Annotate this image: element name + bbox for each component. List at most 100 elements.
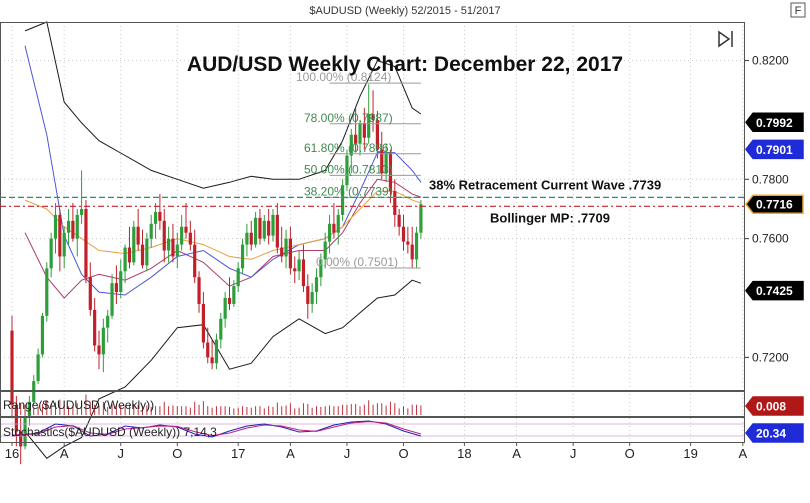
candle bbox=[214, 333, 219, 370]
chart-title: AUD/USD Weekly Chart: December 22, 2017 bbox=[187, 53, 623, 76]
candle bbox=[297, 250, 301, 281]
x-tick-label: J bbox=[118, 446, 125, 461]
candle bbox=[84, 200, 88, 284]
stoch-d-line bbox=[11, 421, 422, 437]
candles-layer bbox=[10, 84, 423, 465]
candle bbox=[345, 149, 349, 192]
candle-body bbox=[45, 268, 49, 316]
play-end-icon[interactable] bbox=[718, 30, 733, 48]
candle-body bbox=[97, 345, 101, 355]
candle-body bbox=[110, 283, 114, 316]
candle-body bbox=[36, 354, 40, 382]
candle-body bbox=[371, 114, 375, 120]
candle-body bbox=[310, 292, 314, 304]
candle bbox=[210, 339, 214, 370]
price-tag-text: 0.7716 bbox=[756, 198, 793, 212]
candle bbox=[301, 244, 306, 293]
candle-body bbox=[227, 298, 232, 304]
candle-body bbox=[23, 416, 27, 447]
candle-body bbox=[53, 214, 58, 239]
candle-body bbox=[419, 204, 423, 233]
candle-body bbox=[267, 220, 271, 236]
candle-body bbox=[101, 327, 105, 355]
candle-body bbox=[93, 309, 97, 346]
candle bbox=[306, 274, 310, 319]
candle-body bbox=[349, 134, 353, 156]
candle-body bbox=[75, 214, 79, 239]
candle bbox=[149, 214, 153, 248]
candle-body bbox=[280, 247, 284, 257]
candle-body bbox=[214, 339, 219, 364]
candle-body bbox=[293, 268, 297, 272]
x-tick-label: A bbox=[286, 446, 295, 461]
candle bbox=[293, 256, 297, 284]
candle-body bbox=[301, 259, 306, 287]
x-tick-label: 18 bbox=[457, 446, 471, 461]
moving-average-blue-line bbox=[24, 45, 422, 296]
candle-body bbox=[114, 283, 118, 293]
candle-body bbox=[332, 223, 336, 233]
candle-body bbox=[88, 277, 92, 310]
price-tag-shape bbox=[745, 112, 804, 133]
candle bbox=[401, 214, 406, 251]
candle-body bbox=[271, 214, 275, 236]
candle-body bbox=[232, 286, 236, 304]
candle-body bbox=[153, 211, 158, 224]
candle bbox=[162, 208, 166, 263]
y-tick-label: 0.7800 bbox=[752, 172, 789, 186]
candle-body bbox=[358, 122, 362, 144]
candle-body bbox=[254, 217, 258, 245]
candle-body bbox=[319, 259, 323, 278]
f-icon[interactable]: F bbox=[790, 2, 806, 18]
candle bbox=[371, 90, 375, 132]
candle-body bbox=[414, 232, 419, 260]
candle-body bbox=[106, 315, 110, 328]
price-tag-shape bbox=[745, 194, 804, 214]
candle-body bbox=[184, 226, 188, 233]
candle bbox=[341, 179, 345, 221]
candle-body bbox=[258, 217, 262, 239]
candle bbox=[136, 208, 140, 251]
stoch-value-tag-shape bbox=[745, 423, 804, 443]
candle bbox=[93, 298, 97, 352]
candle-body bbox=[210, 357, 214, 364]
candle-body bbox=[327, 223, 332, 242]
candle-body bbox=[362, 122, 366, 138]
x-tick-label: O bbox=[172, 446, 182, 461]
candle bbox=[375, 111, 379, 159]
candle bbox=[236, 262, 240, 293]
candle bbox=[219, 312, 223, 349]
candle-body bbox=[62, 232, 66, 257]
candle-body bbox=[171, 238, 175, 257]
candle bbox=[171, 223, 175, 263]
f-icon-letter: F bbox=[795, 5, 802, 17]
range-panel-label: Range($AUDUSD (Weekly)) bbox=[3, 398, 154, 412]
candle bbox=[119, 259, 123, 298]
candle bbox=[349, 128, 353, 174]
candle-body bbox=[197, 277, 201, 304]
candle-body bbox=[367, 114, 371, 138]
candle bbox=[97, 330, 101, 370]
candle-body bbox=[262, 220, 266, 239]
x-tick-label: 16 bbox=[5, 446, 19, 461]
candle bbox=[240, 238, 245, 275]
candle bbox=[19, 416, 23, 465]
y-tick-label: 0.8200 bbox=[752, 54, 789, 68]
candle-body bbox=[341, 185, 345, 215]
candle bbox=[114, 265, 118, 304]
retracement-annotation: 38% Retracement Current Wave .7739 bbox=[429, 177, 661, 192]
candle-body bbox=[410, 244, 414, 260]
candle-body bbox=[14, 404, 18, 432]
candle-body bbox=[19, 431, 23, 447]
candle-body bbox=[314, 277, 319, 293]
candle-body bbox=[127, 247, 132, 263]
candle bbox=[275, 203, 279, 254]
candle bbox=[197, 271, 201, 313]
candle-body bbox=[149, 223, 153, 239]
candle-body bbox=[132, 226, 136, 263]
candle bbox=[367, 84, 371, 144]
candle-body bbox=[336, 214, 340, 233]
candle bbox=[406, 226, 410, 254]
candle bbox=[123, 244, 127, 284]
